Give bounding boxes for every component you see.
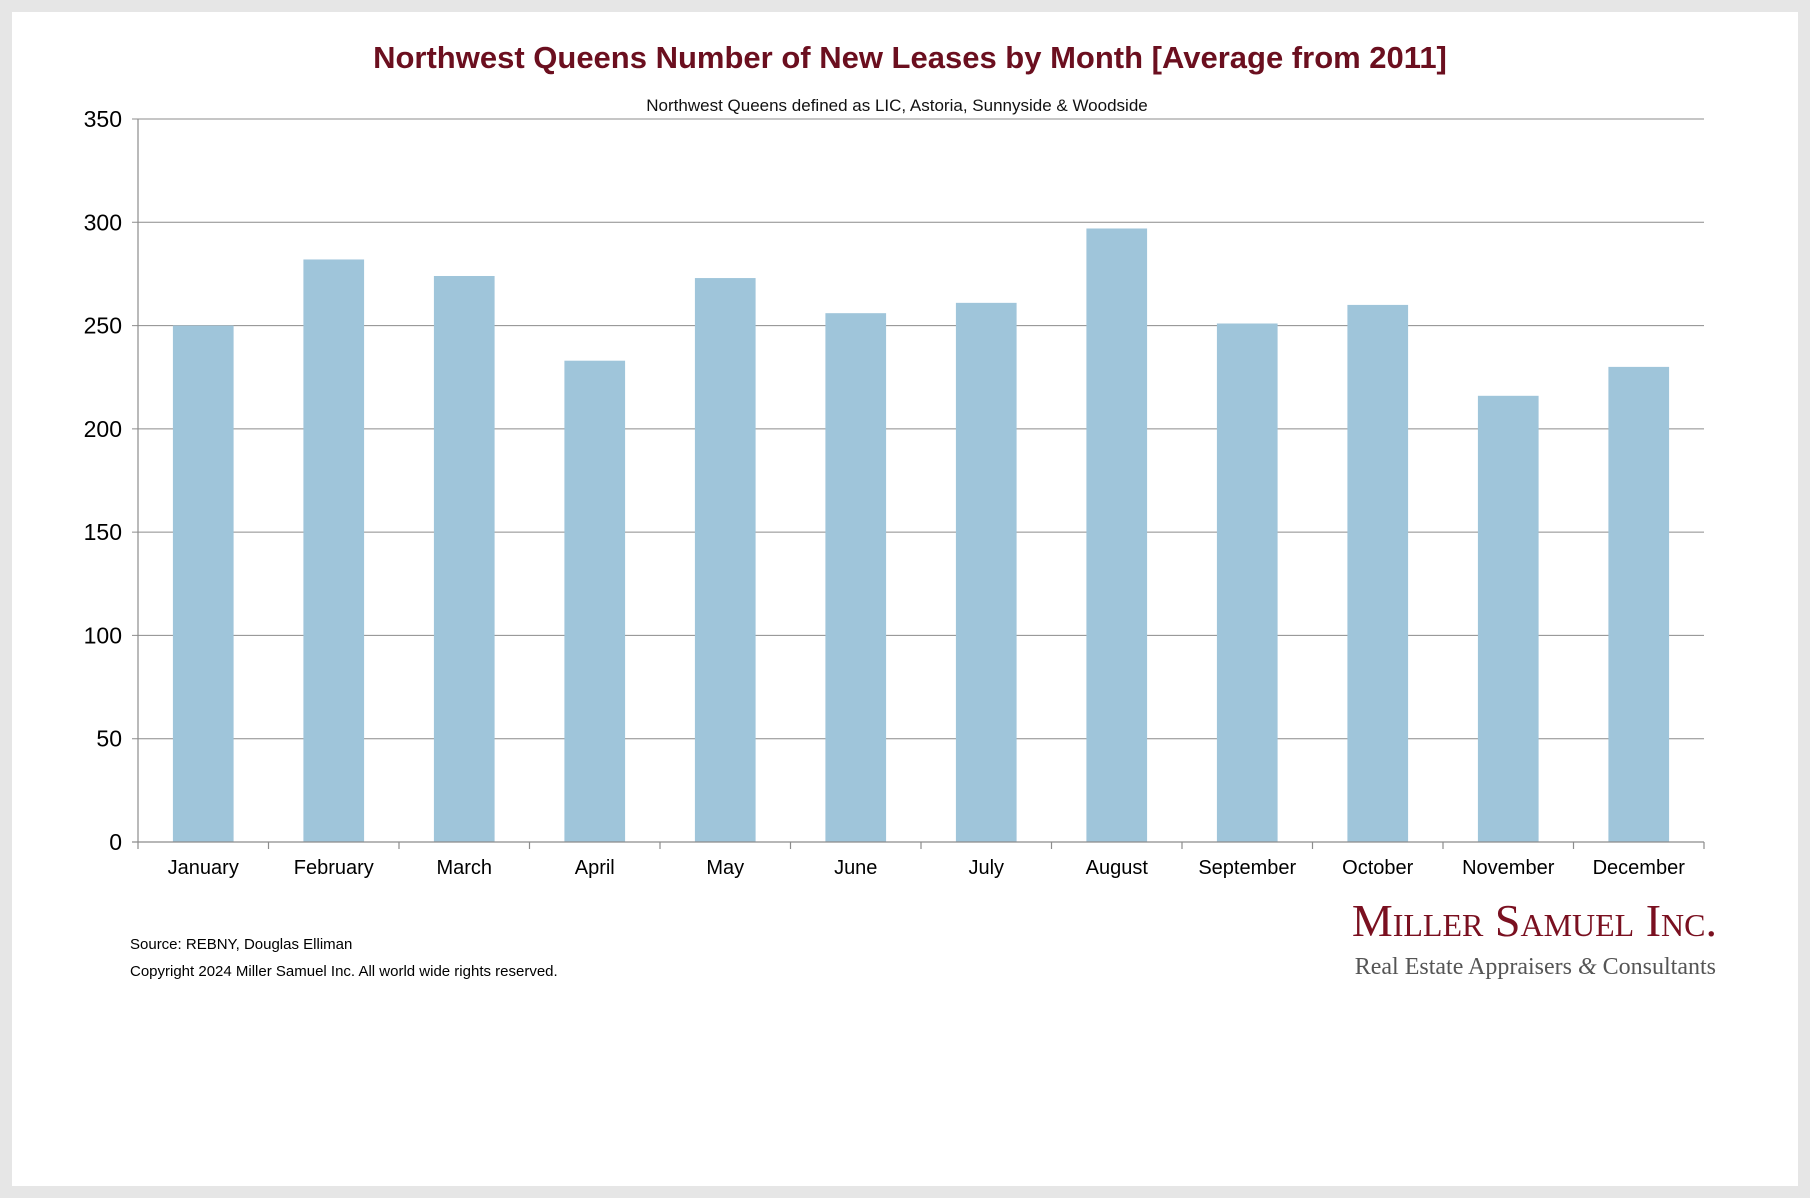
bar-february [303,259,365,842]
y-tick-label: 200 [84,416,122,442]
bar-august [1086,228,1148,843]
y-tick-label: 350 [84,106,122,132]
bar-november [1477,395,1539,842]
logo-tagline: Real Estate Appraisers & Consultants [1355,954,1716,980]
y-tick-label: 50 [96,726,122,752]
x-tick-label: December [1593,857,1686,879]
bar-january [172,325,234,843]
y-tick-label: 100 [84,622,122,648]
x-tick-label: July [968,857,1004,879]
bar-october [1347,304,1409,842]
y-tick-label: 250 [84,313,122,339]
miller-samuel-logo: Miller Samuel Inc. Real Estate Appraiser… [1352,895,1717,980]
x-tick-label: May [706,857,744,879]
bar-april [564,360,626,842]
copyright-note: Copyright 2024 Miller Samuel Inc. All wo… [130,963,558,980]
x-tick-label: August [1086,857,1149,879]
bar-december [1608,366,1670,842]
x-tick-label: June [834,857,877,879]
bar-chart: Northwest Queens Number of New Leases by… [84,40,1717,980]
bar-july [955,302,1017,842]
chart-frame: Northwest Queens Number of New Leases by… [12,12,1798,1186]
bars [172,228,1670,843]
x-tick-label: April [575,857,615,879]
y-tick-label: 0 [109,829,122,855]
axes [132,119,1705,849]
bar-september [1216,323,1278,842]
chart-subtitle: Northwest Queens defined as LIC, Astoria… [646,96,1147,115]
bar-may [694,278,756,842]
logo-name: Miller Samuel Inc. [1352,895,1717,946]
chart-title: Northwest Queens Number of New Leases by… [373,40,1447,75]
gridlines [132,118,1704,740]
x-axis-ticks: January February March April May June July Augu… [168,857,1686,879]
y-tick-label: 150 [84,519,122,545]
bar-march [433,275,495,843]
x-tick-label: February [294,857,374,879]
y-tick-label: 300 [84,209,122,235]
x-tick-label: November [1462,857,1555,879]
x-tick-label: September [1198,857,1296,879]
source-note: Source: REBNY, Douglas Elliman [130,936,352,953]
x-tick-label: March [436,857,492,879]
y-axis-ticks: 0 50 100 150 200 250 300 350 [84,106,122,855]
x-tick-label: October [1342,857,1413,879]
bar-june [825,313,887,843]
x-tick-label: January [168,857,239,879]
